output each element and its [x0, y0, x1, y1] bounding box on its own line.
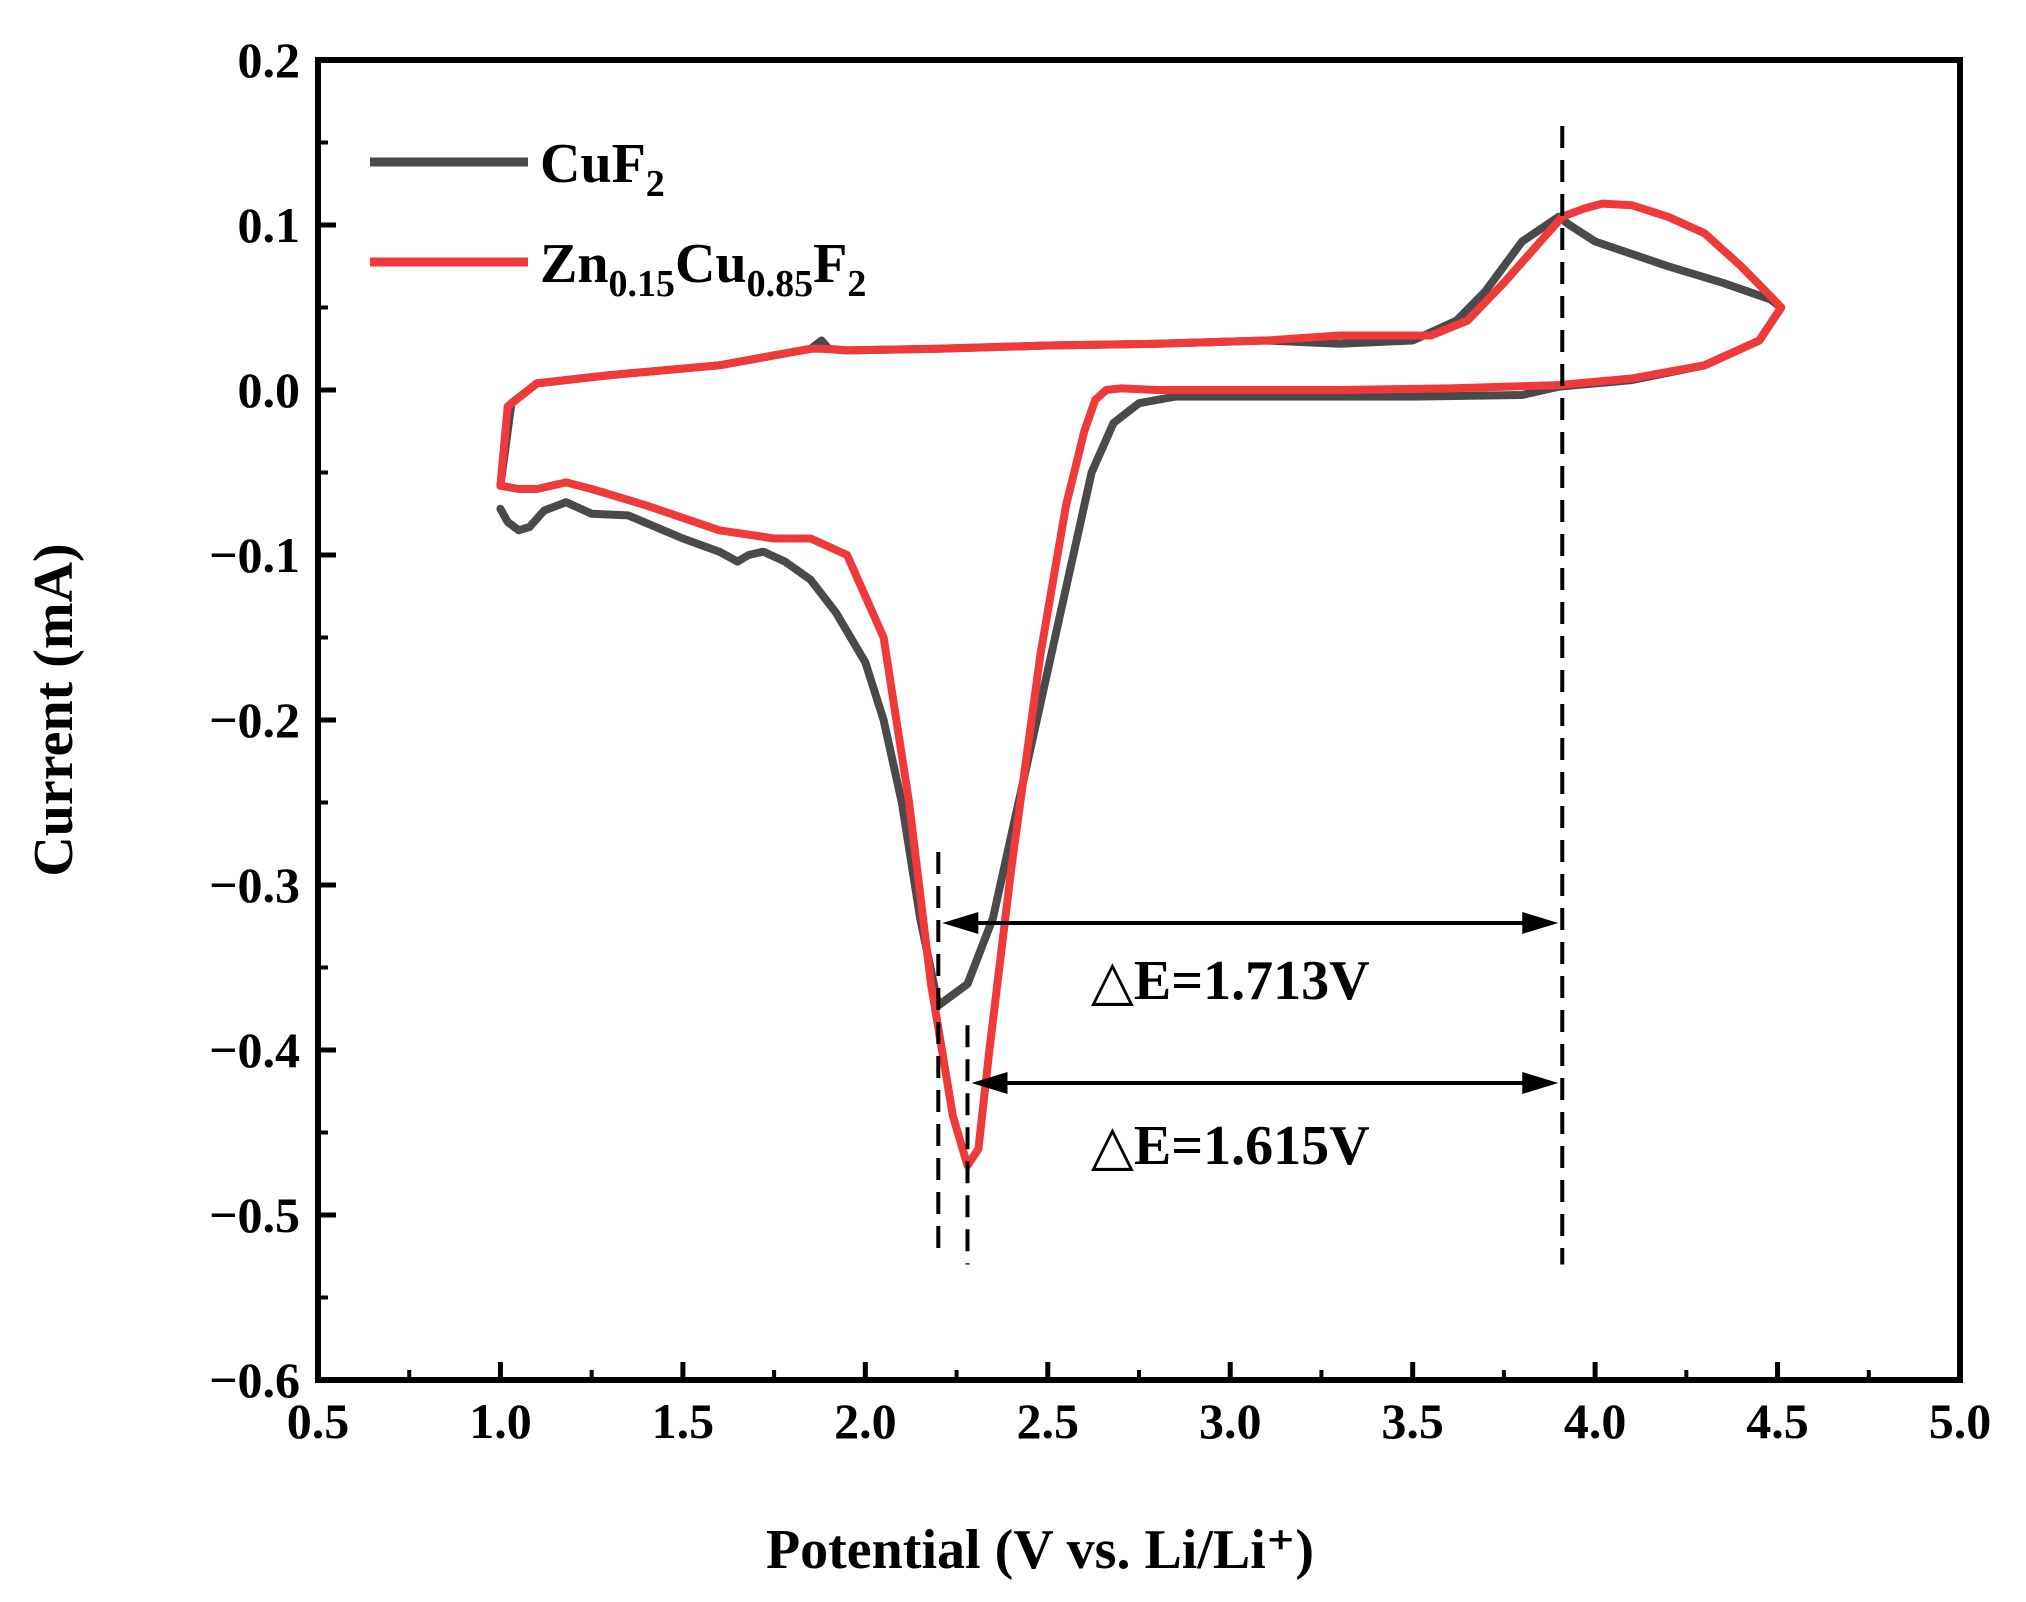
annotation-arrowhead-left [942, 911, 979, 934]
y-tick-label: −0.6 [209, 1352, 300, 1408]
annotation-arrowhead-left [971, 1072, 1008, 1094]
series-line-zncuf2 [496, 199, 1786, 1170]
annotation-label: △E=1.615V [1091, 1115, 1370, 1177]
x-tick-label: 3.5 [1381, 1393, 1444, 1449]
x-tick-label: 4.0 [1564, 1393, 1627, 1449]
annotation-arrowhead-right [1522, 1072, 1559, 1094]
x-tick-label: 2.0 [834, 1393, 897, 1449]
x-tick-label: 1.0 [469, 1393, 532, 1449]
y-axis-title: Current (mA) [23, 543, 85, 876]
legend-label-cuf2: CuF2 [540, 133, 665, 205]
legend-label-zncuf2: Zn0.15Cu0.85F2 [540, 233, 866, 305]
y-tick-label: −0.4 [209, 1022, 300, 1078]
x-tick-label: 1.5 [652, 1393, 715, 1449]
series-line-cuf2 [496, 212, 1786, 1010]
x-tick-label: 4.5 [1746, 1393, 1809, 1449]
y-tick-label: 0.2 [238, 32, 301, 88]
x-tick-label: 3.0 [1199, 1393, 1262, 1449]
legend: CuF2 Zn0.15Cu0.85F2 [370, 133, 866, 305]
x-tick-label: 0.5 [287, 1393, 350, 1449]
y-tick-label: −0.3 [209, 857, 300, 913]
series-lines [496, 199, 1786, 1170]
x-tick-label: 5.0 [1929, 1393, 1992, 1449]
y-tick-label: 0.1 [238, 197, 301, 253]
y-tick-label: −0.2 [209, 692, 300, 748]
x-tick-label: 2.5 [1017, 1393, 1080, 1449]
reference-lines [936, 126, 1565, 1265]
annotation-arrowhead-right [1522, 911, 1559, 934]
axis-ticks: 0.5 1.0 1.5 2.0 2.5 3.0 3.5 4.0 4.5 5.0 0.2 0.1 0.0 −… [209, 32, 1991, 1449]
annotation-label: △E=1.713V [1091, 950, 1370, 1012]
y-tick-label: −0.5 [209, 1187, 300, 1243]
y-tick-label: −0.1 [209, 527, 300, 583]
y-tick-label: 0.0 [238, 362, 301, 418]
annotations: △E=1.713V △E=1.615V [942, 911, 1559, 1177]
x-axis-title: Potential (V vs. Li/Li⁺) [766, 1519, 1314, 1581]
